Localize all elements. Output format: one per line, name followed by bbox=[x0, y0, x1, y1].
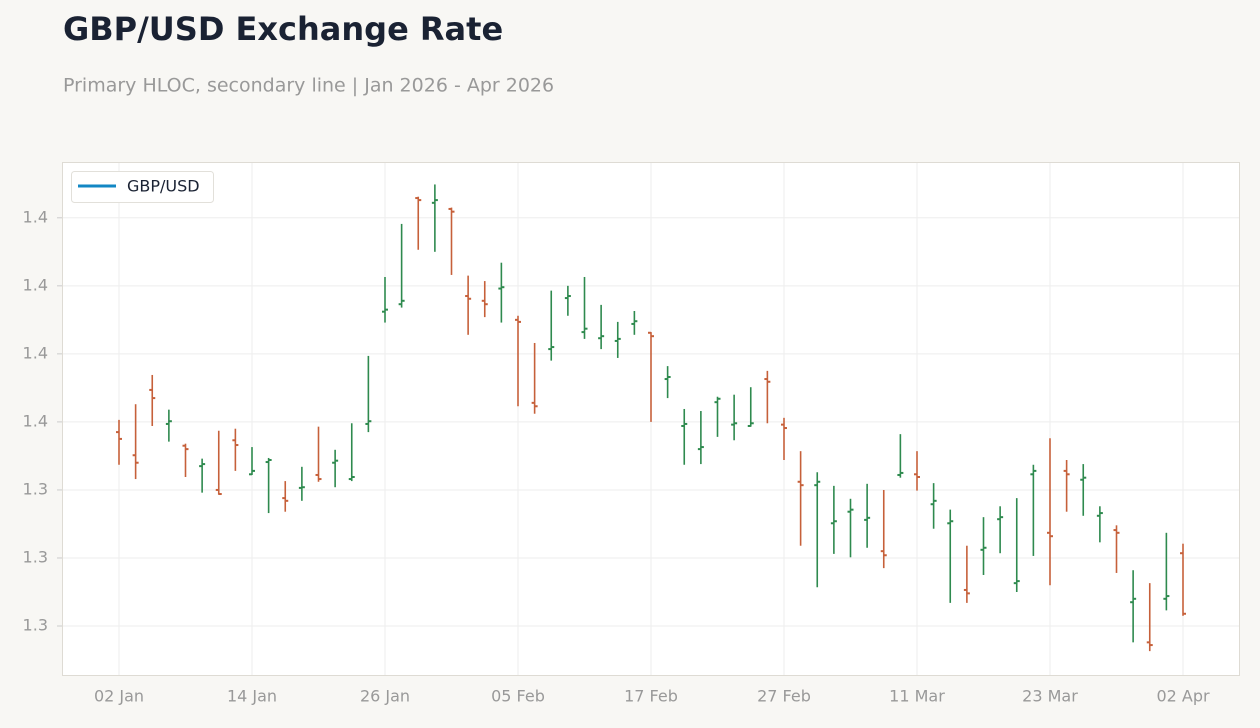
y-tick-label: 1.3 bbox=[23, 547, 48, 566]
chart-title: GBP/USD Exchange Rate bbox=[63, 10, 503, 48]
legend-label: GBP/USD bbox=[127, 177, 200, 196]
x-tick-label: 02 Jan bbox=[94, 687, 144, 706]
legend-box bbox=[71, 171, 214, 203]
x-tick-label: 02 Apr bbox=[1156, 687, 1210, 706]
x-tick-label: 27 Feb bbox=[757, 687, 811, 706]
y-tick-label: 1.3 bbox=[23, 479, 48, 498]
y-tick-label: 1.4 bbox=[23, 411, 48, 430]
chart-subtitle: Primary HLOC, secondary line | Jan 2026 … bbox=[63, 75, 554, 97]
y-tick-label: 1.3 bbox=[23, 616, 48, 635]
x-tick-label: 17 Feb bbox=[624, 687, 678, 706]
x-tick-label: 26 Jan bbox=[360, 687, 410, 706]
x-tick-label: 23 Mar bbox=[1022, 687, 1078, 706]
x-tick-label: 11 Mar bbox=[889, 687, 945, 706]
y-tick-label: 1.4 bbox=[23, 207, 48, 226]
x-tick-label: 05 Feb bbox=[491, 687, 545, 706]
x-tick-label: 14 Jan bbox=[227, 687, 277, 706]
y-tick-label: 1.4 bbox=[23, 275, 48, 294]
y-tick-label: 1.4 bbox=[23, 343, 48, 362]
